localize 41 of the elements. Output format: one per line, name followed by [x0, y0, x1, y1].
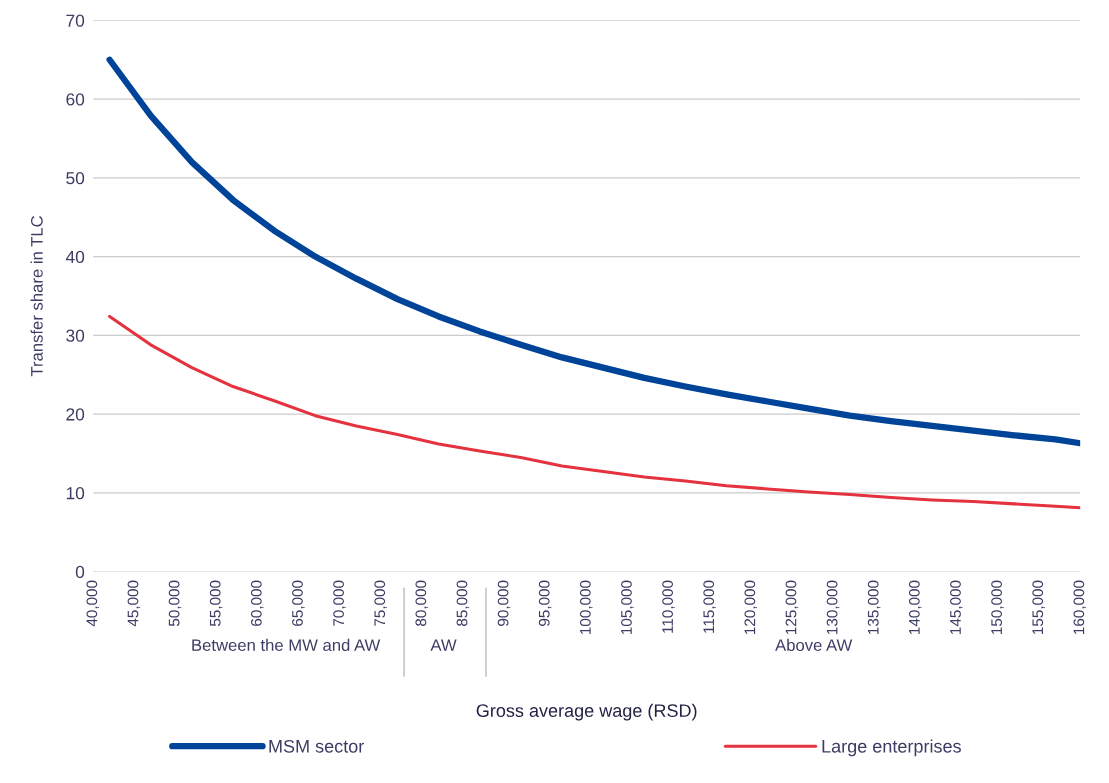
x-tick-label: 100,000: [579, 580, 593, 634]
y-tick-label: 20: [66, 408, 85, 421]
x-tick-label: 155,000: [1032, 580, 1045, 634]
x-tick-label: 105,000: [621, 580, 634, 634]
x-tick-label: 115,000: [703, 580, 716, 633]
x-tick-label: 40,000: [86, 580, 100, 627]
y-tick-label: 10: [66, 487, 85, 500]
x-tick-label: 55,000: [209, 580, 223, 627]
x-tick-label: 80,000: [415, 580, 429, 626]
x-tick-label: 145,000: [950, 580, 963, 634]
y-tick-label: 70: [66, 14, 85, 27]
x-tick-label: 130,000: [826, 580, 840, 634]
legend-label: MSM sector: [269, 739, 364, 753]
x-tick-label: 150,000: [991, 580, 1004, 634]
x-tick-label: 95,000: [538, 580, 552, 626]
x-tick-label: 75,000: [374, 580, 387, 626]
y-tick-label: 0: [75, 565, 85, 579]
text: Above AW: [775, 638, 853, 652]
y-tick-label: 60: [66, 93, 85, 106]
legend-label: Large enterprises: [822, 739, 961, 757]
x-tick-label: 140,000: [908, 580, 922, 634]
x-tick-label: 60,000: [250, 580, 264, 626]
x-tick-label: 90,000: [497, 580, 511, 626]
x-tick-label: 50,000: [168, 580, 182, 627]
x-axis-title: Gross average wage (RSD): [476, 703, 697, 721]
y-axis-title: Transfer share in TLC: [30, 216, 43, 377]
y-tick-label: 50: [66, 172, 85, 185]
line-series: [108, 314, 1081, 510]
x-tick-label: 85,000: [456, 580, 470, 626]
x-tick-label: 160,000: [1073, 580, 1087, 634]
x-tick-label: 125,000: [785, 580, 799, 634]
y-tick-label: 40: [65, 250, 85, 264]
y-tick-label: 30: [66, 329, 85, 342]
x-tick-label: 120,000: [744, 580, 758, 634]
text: Between the MW and AW: [192, 638, 381, 652]
x-tick-label: 70,000: [333, 580, 346, 626]
x-tick-label: 45,000: [127, 580, 141, 627]
text: AW: [430, 639, 457, 651]
x-tick-label: 65,000: [292, 580, 305, 626]
x-tick-label: 135,000: [867, 580, 881, 634]
x-tick-label: 110,000: [662, 580, 675, 633]
